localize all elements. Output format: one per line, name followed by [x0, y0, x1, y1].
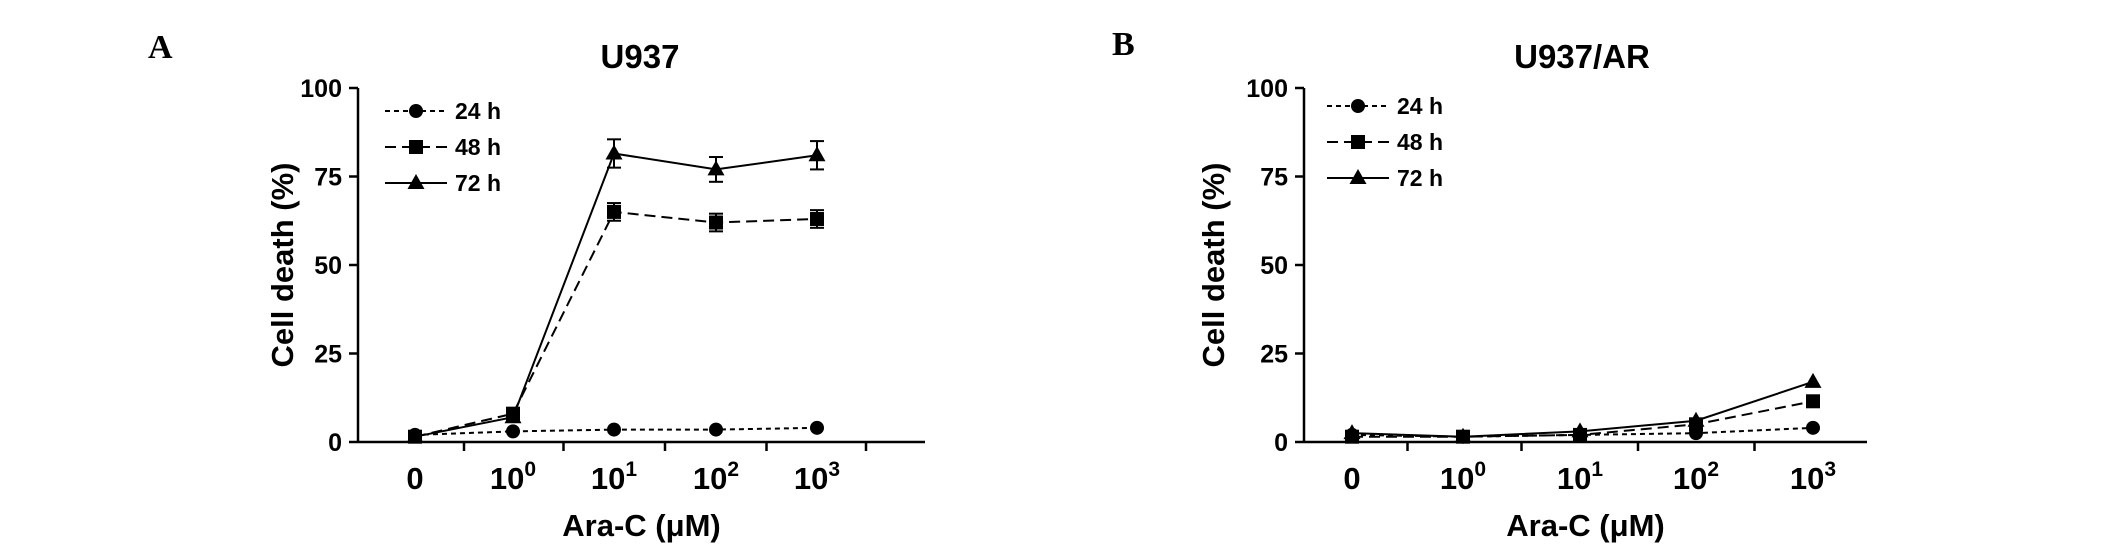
x-tick-label: 100: [490, 458, 536, 496]
legend-label: 72 h: [1397, 165, 1443, 191]
data-point: [1454, 427, 1472, 443]
legend-entry: 48 h: [1327, 129, 1443, 155]
data-point: [1806, 394, 1820, 409]
legend-marker: [407, 174, 425, 189]
x-tick-label: 103: [794, 458, 840, 496]
series-48h: [408, 202, 824, 444]
legend-marker: [409, 104, 423, 118]
data-point: [810, 420, 824, 435]
x-tick-label: 102: [693, 458, 739, 496]
legend-marker: [409, 140, 423, 154]
series-72h: [406, 138, 826, 443]
legend-entry: 72 h: [385, 170, 501, 196]
data-point: [1343, 424, 1361, 440]
x-tick-label: 100: [1440, 458, 1486, 496]
data-point: [707, 160, 725, 176]
legend-entry: 72 h: [1327, 165, 1443, 191]
data-point: [709, 422, 723, 437]
y-tick-label: 0: [1274, 429, 1288, 457]
panel-a: A U937 0 25 50 75 100 0 100 101 102 103 Cell death (…: [148, 29, 925, 543]
x-axis-label: Ara-C (μM): [1506, 508, 1664, 543]
legend-entry: 24 h: [1327, 93, 1443, 119]
legend-label: 48 h: [1397, 129, 1443, 155]
legend-entry: 48 h: [385, 134, 501, 160]
y-tick-label: 50: [1260, 252, 1288, 280]
data-point: [1806, 420, 1820, 435]
legend-marker: [1351, 99, 1365, 113]
data-point: [605, 144, 623, 160]
data-point: [810, 211, 824, 226]
x-tick-label: 101: [591, 458, 637, 496]
x-tick-label: 0: [1343, 461, 1360, 496]
legend-marker: [1349, 169, 1367, 184]
chart-title: U937/AR: [1514, 38, 1650, 75]
series-line: [414, 210, 818, 438]
legend-label: 24 h: [1397, 93, 1443, 119]
y-tick-label: 100: [1246, 75, 1288, 103]
y-axis-label: Cell death (%): [1196, 163, 1231, 368]
x-tick-label: 101: [1557, 458, 1603, 496]
y-tick-label: 25: [1260, 341, 1288, 369]
panel-b: B U937/AR 0 25 50 75 100 0 100 101 102 103 Cell deat…: [1112, 26, 1867, 543]
panel-letter: B: [1112, 26, 1135, 63]
x-axis-label: Ara-C (μM): [562, 508, 720, 543]
legend-label: 24 h: [455, 98, 501, 124]
y-tick-label: 0: [328, 429, 342, 457]
y-tick-label: 100: [300, 75, 342, 103]
panel-letter: A: [148, 29, 173, 66]
data-point: [504, 408, 522, 424]
data-point: [1571, 422, 1589, 438]
legend-marker: [1351, 135, 1365, 149]
chart-title: U937: [601, 38, 680, 75]
data-point: [1804, 372, 1822, 388]
series-72h: [1343, 372, 1822, 443]
x-tick-label: 102: [1673, 458, 1719, 496]
x-tick-label: 103: [1790, 458, 1836, 496]
y-tick-label: 25: [314, 341, 342, 369]
legend-entry: 24 h: [385, 98, 501, 124]
data-point: [506, 424, 520, 439]
y-tick-label: 75: [314, 164, 342, 192]
legend-label: 72 h: [455, 170, 501, 196]
legend-label: 48 h: [455, 134, 501, 160]
data-point: [1687, 411, 1705, 427]
data-point: [406, 427, 424, 443]
data-point: [607, 204, 621, 219]
y-axis-label: Cell death (%): [265, 163, 300, 368]
y-tick-label: 50: [314, 252, 342, 280]
data-point: [709, 215, 723, 230]
x-tick-label: 0: [406, 461, 423, 496]
data-point: [607, 422, 621, 437]
y-tick-label: 75: [1260, 164, 1288, 192]
data-point: [808, 146, 826, 162]
